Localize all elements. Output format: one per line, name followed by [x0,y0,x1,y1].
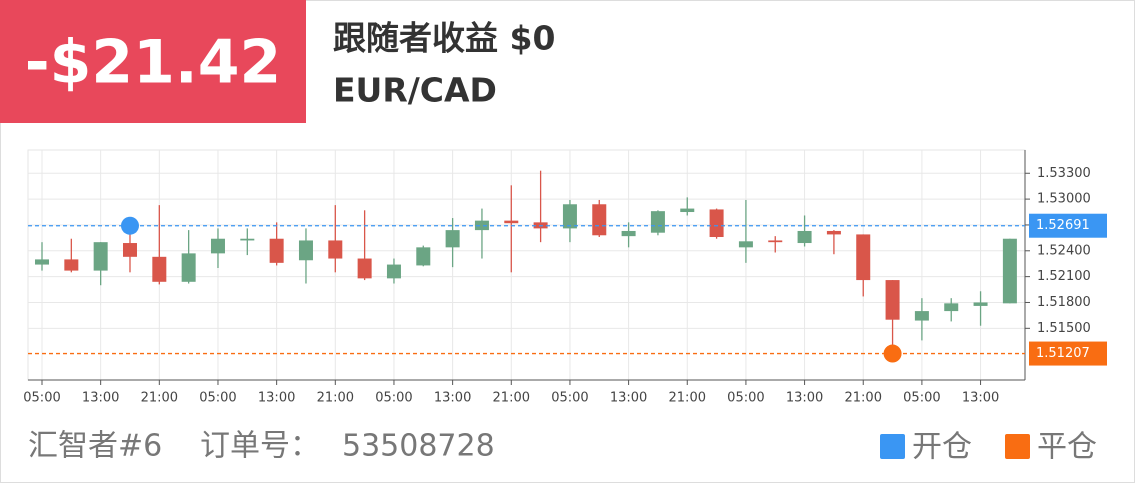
candle-body [122,243,137,257]
x-tick-label: 05:00 [903,391,940,406]
candle-body [152,256,167,282]
price-tag-label: 1.51207 [1036,346,1090,361]
candle-body [64,259,79,271]
x-tick-label: 21:00 [669,391,706,406]
candle-body [210,238,225,254]
x-tick-label: 05:00 [199,391,236,406]
x-tick-label: 13:00 [434,391,471,406]
x-tick-label: 05:00 [23,391,60,406]
x-tick-label: 21:00 [845,391,882,406]
candle-body [650,211,665,233]
candle-body [738,241,753,248]
y-tick-label: 1.52400 [1037,243,1091,258]
x-tick-label: 21:00 [493,391,530,406]
y-tick-label: 1.53000 [1037,192,1091,207]
candle-body [680,208,695,213]
x-tick-label: 21:00 [317,391,354,406]
x-tick-label: 13:00 [82,391,119,406]
x-tick-label: 13:00 [610,391,647,406]
x-tick-label: 21:00 [141,391,178,406]
candle-body [93,242,108,271]
candle-body [709,209,724,238]
price-tag [1029,213,1107,238]
plot-bg [27,149,1026,381]
x-tick-label: 13:00 [786,391,823,406]
order-no: 53508728 [342,429,495,464]
candle-body [240,238,255,241]
pnl-box [0,0,306,123]
candle-body [298,240,313,261]
x-tick-label: 13:00 [258,391,295,406]
candle-body [797,230,812,244]
trade-marker [120,216,139,235]
y-tick-label: 1.53300 [1037,166,1091,181]
title: 跟随者收益 $0 [333,19,555,58]
candle-body [973,302,988,306]
legend-label: 平仓 [1037,430,1097,465]
order-label: 订单号： [200,429,320,464]
candle-body [944,303,959,312]
y-tick-label: 1.52100 [1037,269,1091,284]
candle-body [504,220,519,224]
candle-body [562,204,577,229]
x-tick-label: 05:00 [551,391,588,406]
trader: 汇智者#6 [28,429,162,464]
x-tick-label: 13:00 [962,391,999,406]
candle-body [621,230,636,237]
legend-swatch [1005,434,1030,459]
candle-body [768,240,783,243]
candle-body [826,230,841,235]
price-tag [1029,341,1107,366]
y-tick-label: 1.51500 [1037,321,1091,336]
legend-label: 开仓 [912,430,972,465]
candle-body [474,220,489,231]
candle-body [914,311,929,321]
candle-body [181,253,196,282]
x-tick-label: 05:00 [727,391,764,406]
candle-body [885,280,900,320]
candle-body [445,230,460,248]
legend-swatch [880,434,905,459]
plot: 1.515001.518001.521001.524001.527001.530… [23,149,1107,406]
pair: EUR/CAD [333,71,497,110]
candle-body [386,264,401,279]
y-tick-label: 1.51800 [1037,295,1091,310]
candle-body [1002,238,1017,304]
price-tag-label: 1.52691 [1036,218,1090,233]
candle-body [357,258,372,279]
trade-marker [883,344,902,363]
candle-body [592,204,607,236]
candle-body [35,259,49,265]
candle-body [856,234,871,281]
candle-body [416,247,431,266]
x-tick-label: 05:00 [375,391,412,406]
candle-body [269,238,284,263]
pnl: -$21.42 [25,28,281,98]
candle-body [328,240,343,259]
